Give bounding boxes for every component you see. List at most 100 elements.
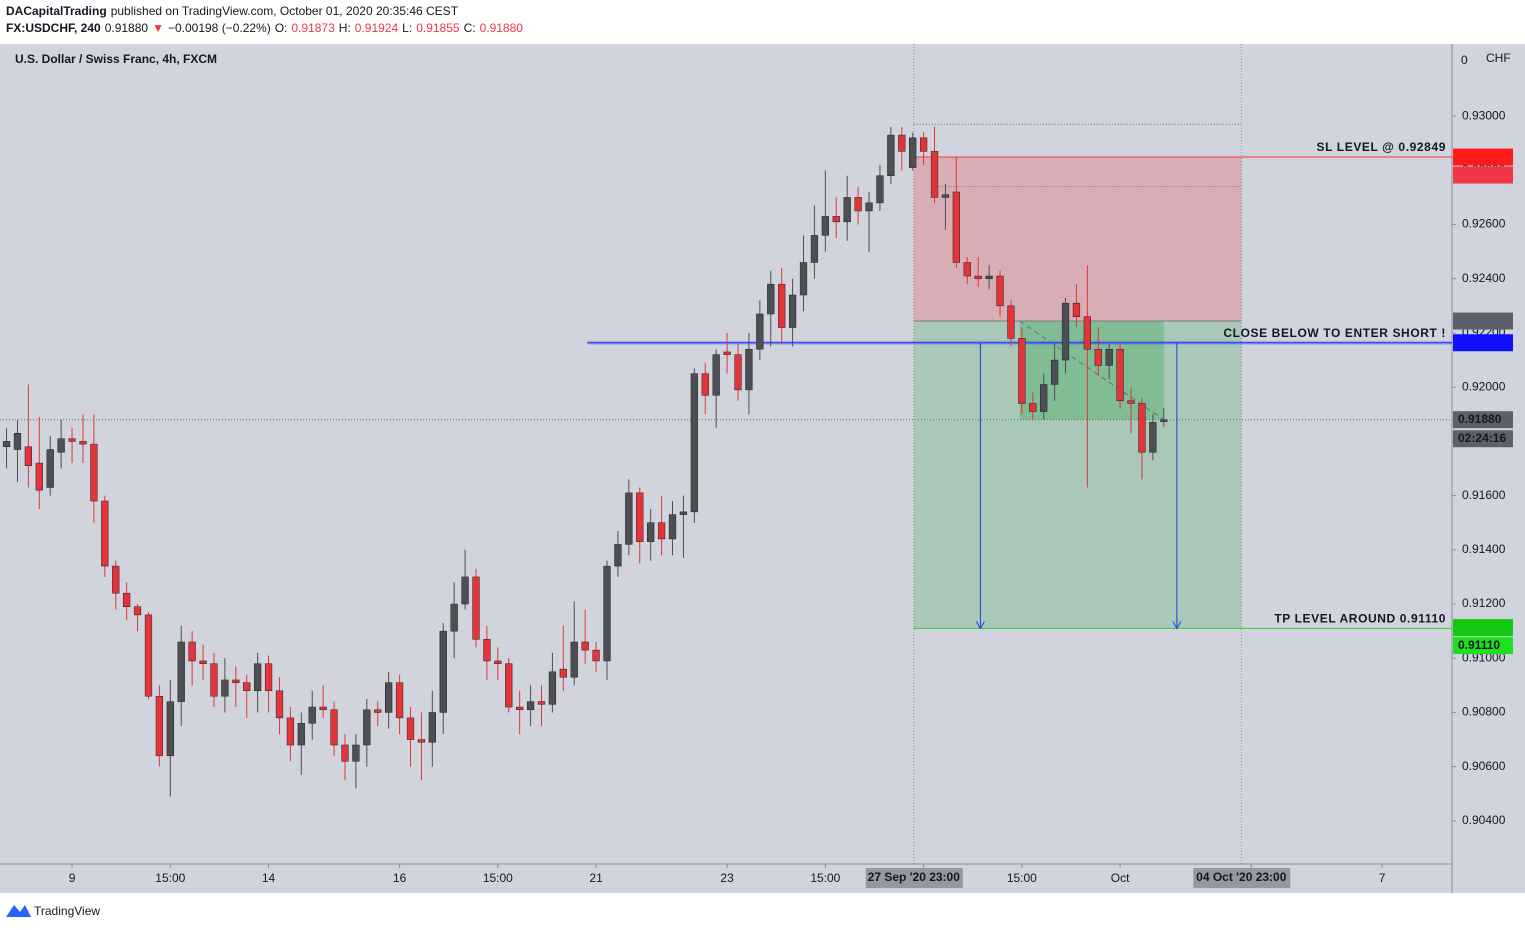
candle-body [570, 641, 578, 678]
x-tick-label: 23 [720, 871, 734, 885]
quote-part: FX:USDCHF, 240 [6, 21, 101, 35]
price-label-box [1453, 619, 1513, 637]
candle-body [254, 663, 262, 692]
candle-body [723, 351, 731, 355]
candle-body [90, 443, 98, 502]
candle-body [352, 744, 360, 762]
candle-body [13, 433, 22, 450]
candle-body [909, 137, 917, 168]
candle-body [232, 679, 240, 683]
candle-body [46, 449, 54, 488]
annotation: SL LEVEL @ 0.92849 [1317, 140, 1446, 154]
candle-body [123, 592, 131, 608]
candle-body [297, 723, 305, 746]
candle-body [548, 671, 557, 705]
candle-body [952, 191, 960, 263]
quote-part: 0.91924 [355, 21, 399, 35]
candle-body [406, 717, 415, 740]
price-label: 0.91880 [1458, 412, 1502, 426]
byline: DACapitalTrading [6, 4, 107, 18]
candle-body [101, 500, 109, 567]
candle-body [1040, 384, 1048, 412]
candle-body [472, 576, 480, 640]
candle-body [636, 492, 644, 542]
y-tick-label: 0.92400 [1462, 271, 1506, 285]
candle-body [1018, 338, 1026, 404]
candle-body [133, 606, 142, 616]
price-label-box [1453, 411, 1513, 429]
candle-body [581, 641, 589, 651]
candle-body [625, 492, 633, 545]
y-tick-label: 0.90400 [1462, 813, 1506, 827]
x-tick-label: 14 [262, 871, 276, 885]
candle-body [734, 354, 742, 391]
quote-part: C: [464, 21, 476, 35]
axis-unit: CHF [1486, 51, 1511, 65]
footer-brand: TradingView [34, 904, 100, 918]
candle-body [516, 706, 524, 711]
price-axis-background [1452, 44, 1525, 893]
candle-body [1127, 400, 1135, 404]
candle-body [876, 175, 884, 204]
candle-body [1029, 403, 1037, 412]
candle-body [647, 522, 655, 542]
chart-title: U.S. Dollar / Swiss Franc, 4h, FXCM [15, 52, 217, 66]
candle-body [450, 603, 458, 632]
quote-part: 0.91880 [480, 21, 524, 35]
candle-body [461, 576, 469, 605]
candle-body [745, 348, 753, 391]
quote-part: 0.91855 [416, 21, 460, 35]
candle-body [1072, 302, 1081, 317]
quote-part: −0.00198 (−0.22%) [168, 21, 271, 35]
candle-body [996, 275, 1004, 307]
x-tick-label: 9 [69, 871, 76, 885]
price-label: 0.91110 [1458, 638, 1500, 652]
candle-body [210, 663, 218, 697]
candle-body [112, 565, 120, 594]
candle-body [668, 514, 677, 540]
time-label: 04 Oct '20 23:00 [1196, 870, 1287, 884]
candle-body [821, 216, 829, 236]
candle-body [614, 544, 622, 567]
published: published on TradingView.com, October 01… [111, 4, 459, 18]
candle-body [690, 373, 698, 513]
candle-body [854, 197, 862, 212]
candle-body [559, 668, 567, 678]
candle-body [1116, 348, 1124, 401]
candle-body [166, 701, 174, 757]
candle-body [24, 446, 33, 467]
arrow-head [1172, 621, 1182, 630]
quote-part: ▼ [152, 21, 164, 35]
tradingview-logo [6, 905, 31, 917]
annotation: CLOSE BELOW TO ENTER SHORT ! [1223, 326, 1446, 340]
candle-body [788, 294, 797, 328]
x-tick-label: 15:00 [1007, 871, 1037, 885]
candle-body [974, 275, 982, 280]
candle-body [592, 649, 600, 662]
candle-body [537, 701, 546, 705]
price-label-box [1453, 312, 1513, 330]
candle-body [701, 373, 709, 396]
y-tick-label: 0.91400 [1462, 542, 1506, 556]
quote-part: L: [402, 21, 412, 35]
candle-body [428, 712, 436, 743]
stop-zone [913, 157, 1242, 322]
candle-body [374, 709, 382, 713]
x-tick-label: Oct [1111, 871, 1130, 885]
quote-part: 0.91873 [291, 21, 335, 35]
candle-body [199, 660, 207, 664]
y-tick-label: 0.91600 [1462, 488, 1506, 502]
candle-body [177, 641, 185, 702]
candle-body [286, 717, 295, 746]
candle-body [898, 134, 906, 152]
candle-body [930, 151, 939, 198]
candle-body [1105, 348, 1113, 366]
y-tick-label: 0.93000 [1462, 108, 1506, 122]
candle-body [1094, 348, 1102, 366]
candle-body [985, 275, 993, 280]
plot-background [0, 44, 1452, 864]
candle-body [308, 706, 316, 724]
candle-body [1050, 359, 1059, 385]
candle-body [221, 679, 229, 697]
